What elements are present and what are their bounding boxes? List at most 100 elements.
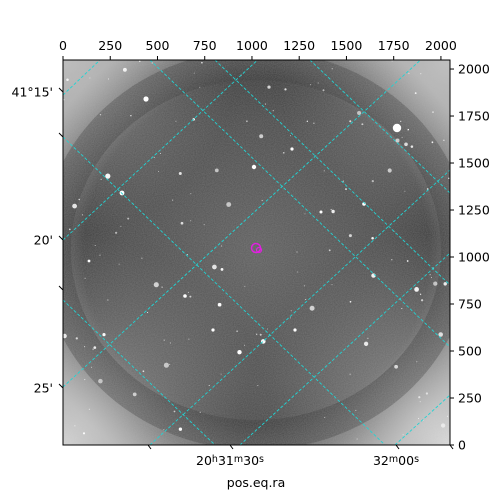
star [130, 115, 132, 117]
grid-line [149, 169, 450, 445]
star [290, 310, 292, 312]
star [193, 72, 195, 74]
bright-star [293, 328, 297, 332]
star [220, 268, 224, 271]
ra-tick-label: 20h31m30s [196, 453, 264, 468]
star [407, 128, 410, 131]
star [404, 142, 408, 147]
top-tick-label: 1750 [378, 38, 410, 53]
star [120, 225, 122, 227]
right-tick-label: 1750 [458, 109, 490, 124]
star [404, 190, 406, 192]
star [331, 68, 333, 70]
grid-line [63, 299, 216, 445]
star [186, 254, 188, 256]
star [189, 295, 192, 298]
star [220, 373, 222, 375]
star [163, 362, 169, 368]
star [94, 244, 96, 247]
star [402, 434, 404, 436]
top-tick-label: 0 [59, 38, 67, 53]
star [349, 300, 352, 303]
star [237, 350, 242, 355]
right-tick-label: 2000 [458, 62, 490, 77]
star [349, 120, 352, 123]
star [426, 188, 429, 190]
star [371, 237, 374, 240]
star [169, 342, 171, 344]
grid-line [309, 60, 450, 194]
star [188, 338, 190, 340]
star [84, 379, 86, 381]
star [99, 113, 102, 116]
dec-tick [58, 285, 64, 291]
top-tick-label: 750 [193, 38, 217, 53]
right-tick-label: 1000 [458, 250, 490, 265]
star [84, 346, 86, 348]
star [433, 281, 438, 286]
ra-tick [229, 444, 234, 450]
star [214, 168, 219, 173]
star [256, 333, 258, 335]
star [259, 134, 264, 139]
star [357, 110, 362, 116]
star [296, 251, 298, 253]
star [244, 344, 246, 346]
star [446, 415, 448, 417]
star [355, 409, 357, 411]
star [122, 67, 127, 72]
star [414, 287, 419, 292]
star [190, 193, 192, 195]
star [438, 332, 443, 337]
star [236, 330, 238, 333]
star [367, 337, 369, 339]
star [75, 337, 78, 340]
top-tick-label: 500 [146, 38, 170, 53]
grid-line [214, 60, 450, 286]
top-tick-label: 250 [98, 38, 122, 53]
top-pixel-axis: 0 250 500 750 1000 1250 1500 1750 2000 [59, 38, 457, 60]
star [345, 188, 347, 191]
left-dec-axis: 41°15' 20' 25' [12, 85, 64, 396]
grid-line [63, 60, 259, 241]
right-pixel-axis: 0 250 500 750 1000 1250 1500 1750 2000 [450, 62, 490, 453]
star [199, 411, 201, 413]
star [391, 60, 393, 62]
star [348, 234, 352, 238]
star [226, 202, 232, 207]
star [267, 328, 268, 330]
grid-line [63, 60, 422, 388]
star [169, 363, 171, 365]
bright-star [87, 259, 91, 263]
star [361, 123, 364, 126]
star [157, 170, 160, 173]
star [408, 72, 410, 74]
grid-line [394, 394, 450, 445]
star [98, 378, 103, 384]
star [419, 401, 421, 403]
dec-tick [58, 235, 64, 241]
star [141, 257, 143, 259]
star [420, 299, 424, 302]
dec-tick-label: 20' [34, 233, 53, 248]
dec-tick-label: 25' [34, 381, 53, 396]
star [304, 213, 306, 215]
star [324, 416, 326, 418]
star [443, 139, 445, 141]
star [142, 370, 145, 373]
star [283, 152, 285, 154]
star [406, 260, 409, 262]
grid-line [239, 252, 450, 445]
dec-tick [58, 383, 64, 389]
star [349, 373, 351, 375]
star [63, 333, 67, 339]
star [246, 120, 248, 123]
star [66, 78, 69, 81]
star [178, 172, 182, 175]
right-tick-label: 1250 [458, 203, 490, 218]
star [72, 203, 77, 209]
star [217, 302, 222, 307]
star [419, 293, 422, 295]
star [410, 145, 414, 148]
star [102, 333, 106, 337]
